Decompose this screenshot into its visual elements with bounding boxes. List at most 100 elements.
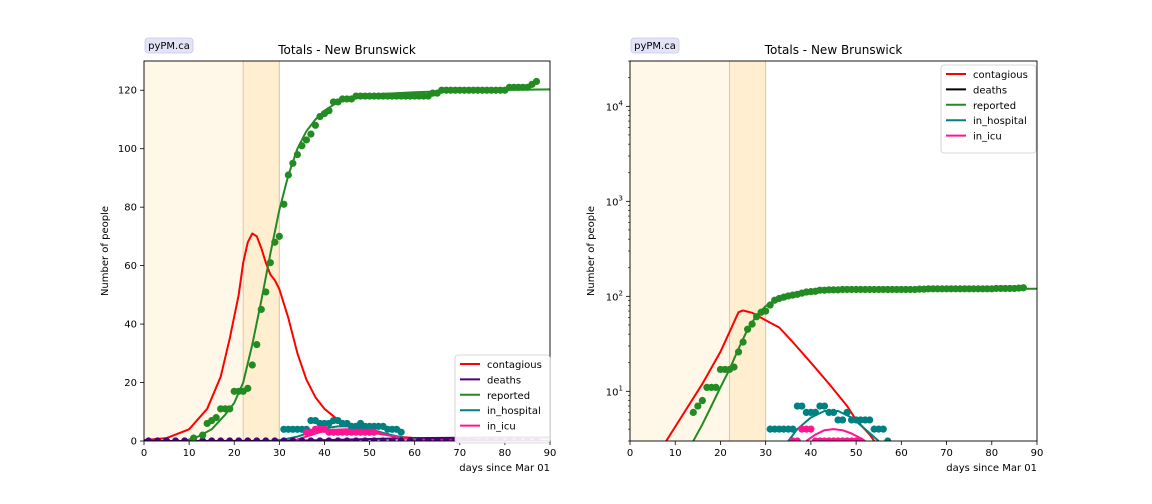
point-deaths xyxy=(226,437,234,441)
x-tick-label: 90 xyxy=(544,448,557,459)
x-tick-label: 70 xyxy=(453,448,466,459)
point-deaths xyxy=(253,437,261,441)
point-reported xyxy=(298,142,306,150)
point-reported xyxy=(307,130,315,138)
y-tick-label: 104 xyxy=(606,99,624,113)
point-reported xyxy=(280,200,288,208)
point-deaths xyxy=(325,437,333,441)
x-tick-label: 40 xyxy=(805,448,818,459)
point-deaths xyxy=(217,437,225,441)
y-tick-label: 101 xyxy=(606,384,623,398)
legend-entry-deaths: deaths xyxy=(487,375,521,386)
series-line-in_icu xyxy=(805,428,866,441)
point-deaths xyxy=(235,437,243,441)
point-deaths xyxy=(433,437,441,441)
series-line-in_hospital xyxy=(787,410,880,441)
x-tick-label: 0 xyxy=(627,448,633,459)
x-tick-label: 0 xyxy=(141,448,147,459)
point-reported xyxy=(532,77,541,86)
point-in_hospital xyxy=(820,402,829,410)
point-deaths xyxy=(379,437,387,441)
point-reported xyxy=(689,408,697,417)
legend-entry-in_hospital: in_hospital xyxy=(487,406,541,417)
point-deaths xyxy=(153,437,162,441)
point-deaths xyxy=(208,437,216,441)
point-reported xyxy=(190,434,198,441)
point-in_hospital xyxy=(397,428,405,436)
tick-exponent: 2 xyxy=(619,289,623,297)
tick-exponent: 4 xyxy=(619,99,624,107)
point-deaths xyxy=(289,437,297,441)
tick-exponent: 1 xyxy=(619,384,623,392)
y-tick-label: 102 xyxy=(606,289,623,303)
legend-box xyxy=(454,354,551,444)
x-tick-label: 20 xyxy=(714,448,727,459)
x-tick-label: 90 xyxy=(1031,448,1044,459)
legend: contagious deaths reported in_hospital in_ic… xyxy=(454,354,551,444)
y-axis-label: Number of people xyxy=(586,206,597,296)
legend-entry-reported: reported xyxy=(973,101,1016,112)
point-deaths xyxy=(199,437,207,441)
point-reported xyxy=(293,150,301,159)
y-tick-label: 120 xyxy=(118,86,137,97)
point-reported xyxy=(734,348,743,356)
point-reported xyxy=(762,307,770,315)
y-tick-label: 0 xyxy=(131,437,137,448)
legend: contagious deaths reported in_hospital in_ic… xyxy=(940,64,1037,154)
y-tick-label: 40 xyxy=(124,320,137,331)
point-reported xyxy=(766,301,774,309)
point-reported xyxy=(698,396,706,405)
point-deaths xyxy=(316,437,324,441)
x-tick-label: 40 xyxy=(318,448,331,459)
tick-exponent: 3 xyxy=(619,194,623,202)
x-tick-label: 80 xyxy=(499,448,512,459)
x-axis-label: days since Mar 01 xyxy=(459,463,550,474)
point-in_hospital xyxy=(789,425,797,433)
point-deaths xyxy=(397,437,405,441)
point-reported xyxy=(275,232,283,240)
y-tick-label: 80 xyxy=(124,203,137,214)
tick-base: 10 xyxy=(606,387,619,398)
point-in_hospital xyxy=(843,408,851,417)
plot-area xyxy=(144,77,550,441)
point-reported xyxy=(284,171,292,179)
point-reported xyxy=(1019,284,1028,292)
y-tick-label: 100 xyxy=(118,144,137,155)
x-tick-label: 80 xyxy=(985,448,998,459)
point-in_hospital xyxy=(884,437,892,441)
x-axis-label: days since Mar 01 xyxy=(946,463,1037,474)
point-reported xyxy=(212,414,220,422)
chart-title: Totals - New Brunswick xyxy=(764,43,903,57)
point-reported xyxy=(302,136,310,144)
point-in_icu xyxy=(793,437,801,441)
point-reported xyxy=(262,288,270,296)
point-reported xyxy=(226,405,234,413)
point-reported xyxy=(743,325,752,333)
point-in_hospital xyxy=(866,416,874,424)
point-reported xyxy=(739,338,747,346)
point-reported xyxy=(325,107,333,115)
x-tick-label: 70 xyxy=(940,448,953,459)
x-tick-label: 50 xyxy=(363,448,376,459)
x-tick-label: 60 xyxy=(408,448,421,459)
point-in_icu xyxy=(370,428,378,436)
point-reported xyxy=(257,305,265,314)
point-in_hospital xyxy=(838,416,847,424)
point-deaths xyxy=(181,437,189,441)
point-reported xyxy=(753,313,761,321)
point-in_hospital xyxy=(879,425,887,433)
shaded-period xyxy=(144,61,244,441)
source-badge xyxy=(144,37,194,54)
chart-panel-1: 0 10 20 30 40 50 60 70 80 90 0 20 40 60 80 100 120 Totals… xyxy=(100,37,557,474)
point-reported xyxy=(199,431,207,439)
point-in_hospital xyxy=(798,402,806,410)
point-in_icu xyxy=(807,425,815,433)
point-deaths xyxy=(307,437,315,441)
legend-entry-contagious: contagious xyxy=(973,70,1028,81)
point-reported xyxy=(730,363,738,371)
chart-title: Totals - New Brunswick xyxy=(277,43,416,57)
point-deaths xyxy=(144,437,153,441)
point-deaths xyxy=(406,437,414,441)
